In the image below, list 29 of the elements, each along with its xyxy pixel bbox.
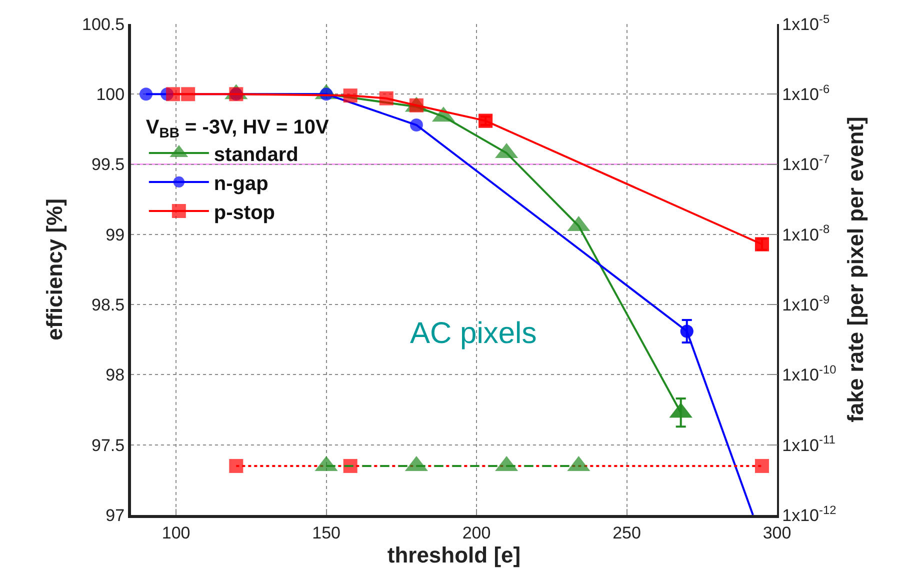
y-tick-label: 97.5 (92, 436, 125, 455)
y2-tick-label: 1x10$^{-6}$ (782, 82, 830, 104)
x-axis-title: threshold [e] (387, 542, 521, 568)
y2-tick-label: 1x10$^{-12}$ (782, 502, 837, 525)
y-tick-label: 99.5 (92, 155, 125, 174)
legend-label: p-stop (214, 202, 276, 224)
y2-tick-label: 1x10$^{-8}$ (782, 222, 830, 244)
y2-tick-label: 1x10$^{-10}$ (782, 362, 837, 385)
x-tick-label: 250 (612, 523, 641, 542)
legend-label: n-gap (214, 172, 268, 195)
x-tick-label: 100 (162, 523, 190, 542)
legend-label: standard (214, 144, 298, 166)
y-tick-label: 98 (106, 366, 125, 385)
annotation: AC pixels (410, 317, 537, 350)
x-tick-label: 300 (762, 523, 792, 542)
y-tick-label: 100.5 (82, 14, 125, 34)
y2-tick-label: 1x10$^{-9}$ (782, 292, 830, 315)
y2-tick-label: 1x10$^{-7}$ (782, 152, 830, 174)
y-tick-label: 99 (106, 225, 125, 244)
x-tick-label: 150 (312, 523, 340, 542)
y-tick-label: 97 (106, 506, 125, 525)
y2-axis-title: fake rate [per pixel per event] (843, 116, 868, 422)
y-tick-label: 98.5 (92, 296, 125, 315)
legend-title: V$_{BB}$ = -3V, HV = 10V (146, 116, 330, 141)
y-tick-label: 100 (96, 85, 125, 104)
x-tick-label: 200 (462, 523, 491, 542)
y2-tick-label: 1x10$^{-5}$ (782, 12, 830, 34)
y2-tick-label: 1x10$^{-11}$ (782, 432, 836, 455)
y-axis-title: efficiency [%] (42, 198, 67, 340)
